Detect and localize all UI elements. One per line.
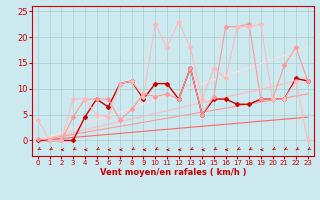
X-axis label: Vent moyen/en rafales ( km/h ): Vent moyen/en rafales ( km/h ) (100, 168, 246, 177)
